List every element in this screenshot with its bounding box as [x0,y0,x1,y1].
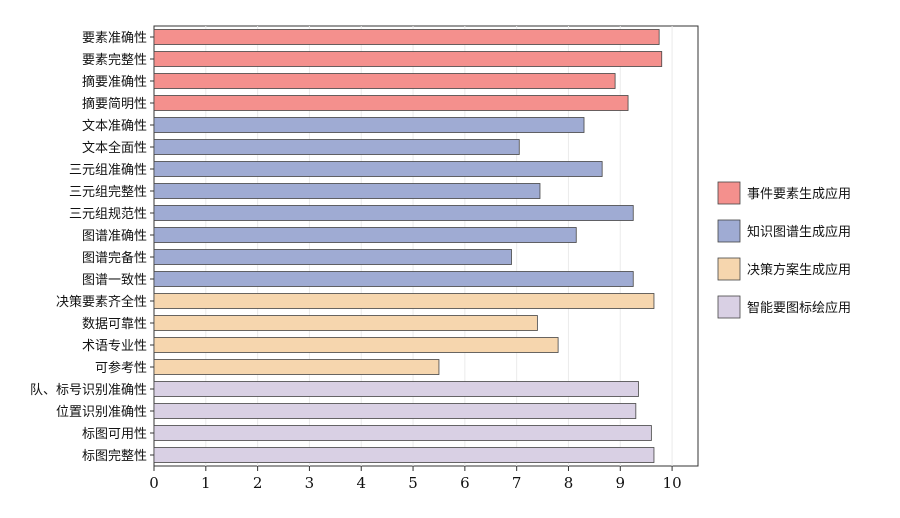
bar [153,183,541,199]
bar [153,249,512,265]
bar [153,315,538,331]
y-tick-label: 图谱一致性 [82,273,147,288]
bar [153,29,660,45]
bars [153,29,663,463]
bar [153,117,585,133]
bar [153,403,637,419]
y-tick-label: 图谱完备性 [82,250,147,266]
y-tick-label: 队、标号识别准确性 [30,383,147,398]
x-tick-label: 2 [253,474,263,492]
plot-area [153,25,699,467]
x-tick-label: 8 [564,474,574,492]
x-tick-label: 3 [305,474,315,492]
y-tick-label: 要素完整性 [82,53,147,68]
bar [153,205,634,221]
x-tick-label: 1 [201,474,211,492]
bar [153,337,559,353]
x-tick-label: 9 [616,474,626,492]
x-tick-label: 7 [512,474,522,492]
bar [153,447,655,463]
bar [153,73,616,89]
legend-swatch [717,181,741,205]
y-tick-label: 标图完整性 [82,449,147,464]
x-tick-label: 4 [356,474,366,492]
x-tick-label: 10 [663,474,682,492]
legend-swatch [717,219,741,243]
bar [153,227,577,243]
legend-swatch [717,257,741,281]
legend-swatch [717,295,741,319]
bar [153,95,629,111]
y-tick-label: 文本全面性 [82,140,147,156]
y-tick-label: 三元组准确性 [69,163,147,178]
y-tick-label: 摘要简明性 [82,96,147,112]
bar [153,381,639,397]
y-tick-label: 图谱准确性 [82,229,147,244]
bar [153,139,520,155]
bar [153,293,655,309]
y-tick-label: 术语专业性 [82,339,147,354]
legend-label: 知识图谱生成应用 [747,224,851,240]
x-axis: 0 1 2 3 4 5 6 7 8 9 10 [149,466,682,492]
legend-label: 决策方案生成应用 [747,262,851,278]
y-tick-label: 三元组完整性 [69,185,147,200]
legend-label: 智能要图标绘应用 [747,300,851,316]
y-tick-label: 摘要准确性 [82,74,147,90]
x-tick-label: 5 [408,474,418,492]
y-tick-label: 数据可靠性 [82,317,147,332]
y-tick-label: 可参考性 [95,360,147,376]
bar [153,51,663,67]
y-tick-label: 位置识别准确性 [56,405,147,420]
y-tick-label: 三元组规范性 [69,207,147,222]
bar [153,161,603,177]
x-tick-label: 6 [460,474,470,492]
y-tick-label: 文本准确性 [82,119,147,134]
y-tick-label: 要素准确性 [82,31,147,46]
bar [153,271,634,287]
legend-label: 事件要素生成应用 [747,186,851,202]
y-axis-labels: 要素准确性要素完整性摘要准确性摘要简明性文本准确性文本全面性三元组准确性三元组完… [30,31,154,464]
bar [153,359,440,375]
x-tick-label: 0 [149,474,159,492]
y-tick-label: 标图可用性 [82,427,147,442]
y-tick-label: 决策要素齐全性 [56,294,147,310]
bar [153,425,652,441]
